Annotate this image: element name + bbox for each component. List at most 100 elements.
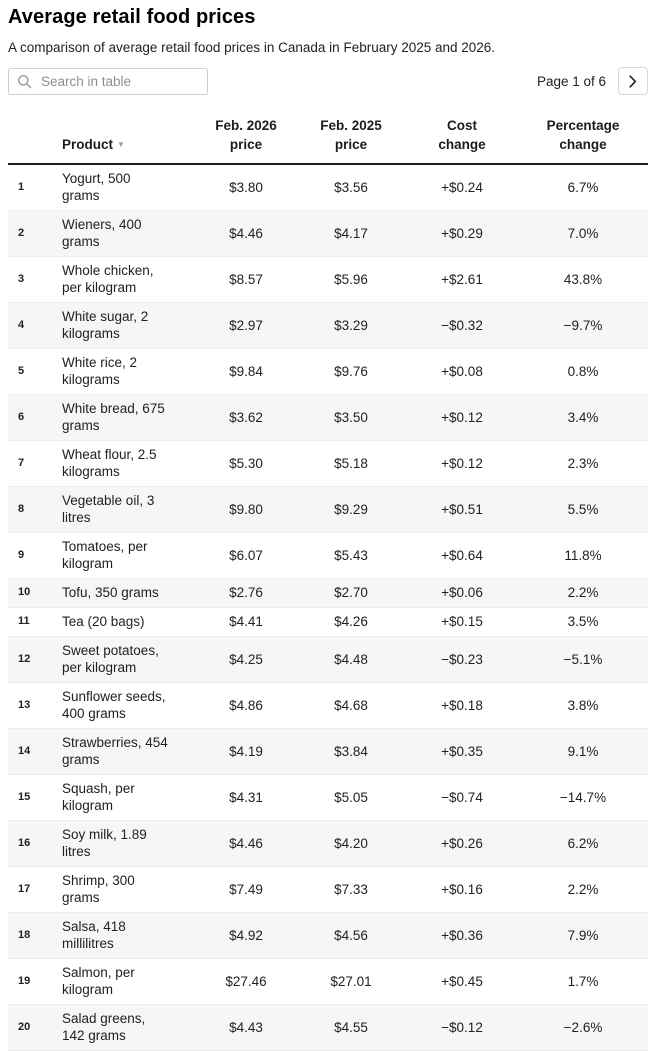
feb-2025-price-cell: $4.17 — [296, 210, 406, 257]
percentage-change-cell: 11.8% — [518, 532, 648, 579]
percentage-change-cell: −2.6% — [518, 1004, 648, 1051]
percentage-change-cell: 2.3% — [518, 440, 648, 487]
percentage-change-cell: 0.8% — [518, 348, 648, 395]
page-title: Average retail food prices — [8, 6, 256, 28]
percentage-change-cell: −5.1% — [518, 636, 648, 683]
percentage-change-cell: 3.5% — [518, 607, 648, 637]
feb-2026-price-cell: $4.46 — [196, 820, 296, 867]
row-number: 9 — [8, 532, 48, 579]
row-number: 18 — [8, 912, 48, 959]
row-number: 5 — [8, 348, 48, 395]
feb-2026-price-cell: $9.84 — [196, 348, 296, 395]
row-number: 13 — [8, 682, 48, 729]
product-cell: White bread, 675 grams — [48, 394, 196, 441]
feb-2025-price-cell: $5.43 — [296, 532, 406, 579]
product-cell: Vegetable oil, 3 litres — [48, 486, 196, 533]
row-number: 4 — [8, 302, 48, 349]
prices-table: Product ▼ Feb. 2026 price Feb. 2025 price… — [8, 110, 648, 1051]
feb-2025-price-cell: $5.18 — [296, 440, 406, 487]
table-row: 6 White bread, 675 grams $3.62 $3.50 +$0… — [8, 394, 648, 441]
product-cell: Shrimp, 300 grams — [48, 866, 196, 913]
next-page-button[interactable] — [618, 67, 648, 95]
cost-change-cell: −$0.32 — [406, 302, 518, 349]
feb-2026-price-cell: $4.43 — [196, 1004, 296, 1051]
cost-change-cell: +$0.18 — [406, 682, 518, 729]
chevron-right-icon — [629, 74, 637, 88]
percentage-change-cell: 9.1% — [518, 728, 648, 775]
column-header-cost-change[interactable]: Cost change — [406, 110, 518, 165]
cost-change-cell: −$0.23 — [406, 636, 518, 683]
sort-descending-icon: ▼ — [117, 140, 125, 149]
cost-change-cell: +$0.08 — [406, 348, 518, 395]
cost-change-cell: +$0.36 — [406, 912, 518, 959]
feb-2026-price-cell: $3.80 — [196, 164, 296, 211]
column-header-feb-2025-price[interactable]: Feb. 2025 price — [296, 110, 406, 165]
percentage-change-cell: 7.0% — [518, 210, 648, 257]
table-row: 13 Sunflower seeds, 400 grams $4.86 $4.6… — [8, 682, 648, 729]
row-number: 16 — [8, 820, 48, 867]
search-input[interactable] — [39, 72, 201, 90]
row-number: 1 — [8, 164, 48, 211]
column-header-feb-2026-price[interactable]: Feb. 2026 price — [196, 110, 296, 165]
percentage-change-cell: 3.4% — [518, 394, 648, 441]
table-row: 4 White sugar, 2 kilograms $2.97 $3.29 −… — [8, 302, 648, 349]
feb-2026-price-cell: $8.57 — [196, 256, 296, 303]
feb-2025-price-cell: $3.84 — [296, 728, 406, 775]
cost-change-cell: +$0.29 — [406, 210, 518, 257]
feb-2025-price-cell: $4.20 — [296, 820, 406, 867]
cost-change-cell: +$0.35 — [406, 728, 518, 775]
table-row: 9 Tomatoes, per kilogram $6.07 $5.43 +$0… — [8, 532, 648, 579]
feb-2025-price-cell: $4.26 — [296, 607, 406, 637]
feb-2025-price-cell: $4.55 — [296, 1004, 406, 1051]
product-cell: Wheat flour, 2.5 kilograms — [48, 440, 196, 487]
feb-2025-price-cell: $2.70 — [296, 578, 406, 608]
product-cell: Salmon, per kilogram — [48, 958, 196, 1005]
cost-change-cell: +$0.12 — [406, 440, 518, 487]
table-row: 8 Vegetable oil, 3 litres $9.80 $9.29 +$… — [8, 486, 648, 533]
percentage-change-cell: 3.8% — [518, 682, 648, 729]
product-cell: Yogurt, 500 grams — [48, 164, 196, 211]
cost-change-cell: +$0.12 — [406, 394, 518, 441]
table-row: 16 Soy milk, 1.89 litres $4.46 $4.20 +$0… — [8, 820, 648, 867]
percentage-change-cell: 1.7% — [518, 958, 648, 1005]
table-row: 10 Tofu, 350 grams $2.76 $2.70 +$0.06 2.… — [8, 578, 648, 608]
feb-2025-price-cell: $3.29 — [296, 302, 406, 349]
row-number: 6 — [8, 394, 48, 441]
cost-change-cell: +$2.61 — [406, 256, 518, 303]
row-number: 19 — [8, 958, 48, 1005]
search-box — [8, 67, 208, 95]
percentage-change-cell: 6.7% — [518, 164, 648, 211]
percentage-change-cell: 5.5% — [518, 486, 648, 533]
pagination: Page 1 of 6 — [537, 67, 648, 95]
feb-2025-price-cell: $4.56 — [296, 912, 406, 959]
cost-change-cell: −$0.74 — [406, 774, 518, 821]
table-row: 3 Whole chicken, per kilogram $8.57 $5.9… — [8, 256, 648, 303]
product-cell: White sugar, 2 kilograms — [48, 302, 196, 349]
product-cell: Tofu, 350 grams — [48, 578, 196, 608]
row-number: 2 — [8, 210, 48, 257]
feb-2025-price-cell: $7.33 — [296, 866, 406, 913]
column-header-product[interactable]: Product ▼ — [48, 110, 196, 165]
percentage-change-cell: 2.2% — [518, 578, 648, 608]
search-icon — [17, 74, 32, 88]
product-cell: Tea (20 bags) — [48, 607, 196, 637]
percentage-change-cell: −9.7% — [518, 302, 648, 349]
header-row: Product ▼ Feb. 2026 price Feb. 2025 price… — [8, 110, 648, 165]
feb-2025-price-cell: $4.68 — [296, 682, 406, 729]
row-number: 20 — [8, 1004, 48, 1051]
row-number: 10 — [8, 578, 48, 608]
feb-2026-price-cell: $2.97 — [196, 302, 296, 349]
product-cell: Strawberries, 454 grams — [48, 728, 196, 775]
feb-2025-price-cell: $27.01 — [296, 958, 406, 1005]
feb-2025-price-cell: $3.56 — [296, 164, 406, 211]
row-number: 11 — [8, 607, 48, 637]
table-row: 5 White rice, 2 kilograms $9.84 $9.76 +$… — [8, 348, 648, 395]
feb-2026-price-cell: $4.86 — [196, 682, 296, 729]
percentage-change-cell: 6.2% — [518, 820, 648, 867]
column-header-percentage-change[interactable]: Percentage change — [518, 110, 648, 165]
table-row: 11 Tea (20 bags) $4.41 $4.26 +$0.15 3.5% — [8, 607, 648, 637]
feb-2025-price-cell: $5.05 — [296, 774, 406, 821]
row-number: 3 — [8, 256, 48, 303]
cost-change-cell: +$0.15 — [406, 607, 518, 637]
